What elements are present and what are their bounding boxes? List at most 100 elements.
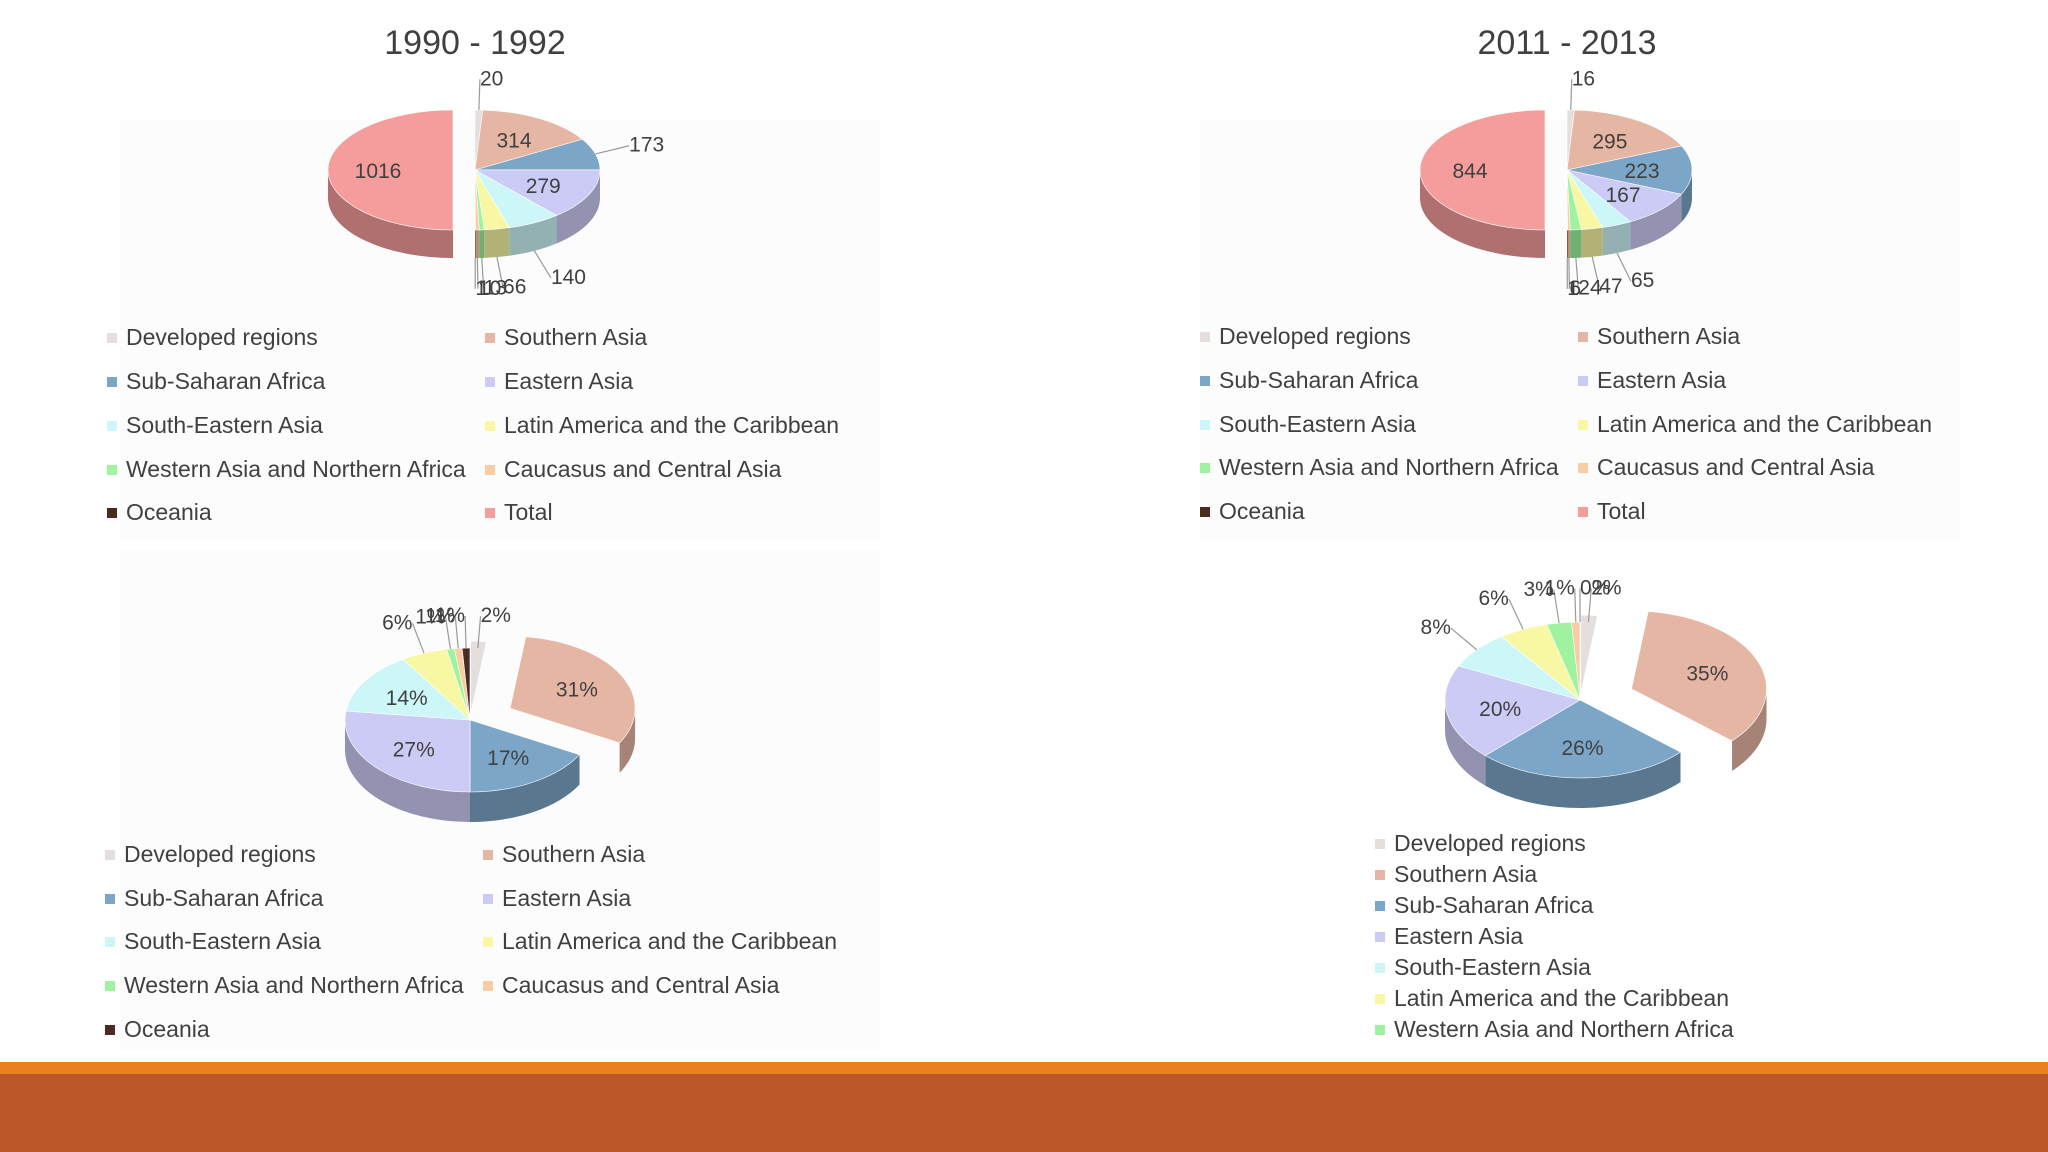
data-label-latin: 6% [1478, 587, 1508, 610]
legend-label: Total [504, 499, 553, 525]
pie-slice-subsaharan [469, 719, 581, 793]
data-label-oceania: 1 [1567, 277, 1579, 300]
legend-item-southern: Southern Asia [483, 841, 645, 868]
legend-swatch [1578, 331, 1588, 342]
legend-swatch [1375, 993, 1385, 1004]
legend-label: Western Asia and Northern Africa [126, 456, 466, 482]
legend-swatch [1375, 1024, 1385, 1035]
data-label-total: 844 [1452, 160, 1487, 183]
legend-swatch [483, 980, 493, 991]
pie-slice-side-total [328, 170, 453, 258]
pie-chart-2011-percent: 2% 35% 26% 20% 8% 6% 3%1% 0% [1421, 577, 1767, 808]
data-label-western: 1% [415, 605, 445, 628]
legend-item-subsaharan: Sub-Saharan Africa [1200, 367, 1418, 394]
legend-label: Latin America and the Caribbean [1394, 985, 1729, 1011]
leader-line [1450, 627, 1478, 651]
legend-label: Latin America and the Caribbean [502, 928, 837, 954]
legend-swatch [107, 507, 117, 518]
legend-item-eastern: Eastern Asia [1578, 367, 1726, 394]
data-label-subsaharan: 223 [1624, 160, 1659, 183]
legend-label: Eastern Asia [502, 885, 632, 911]
pie-slice-oceania [461, 647, 471, 721]
legend-label: South-Eastern Asia [124, 928, 321, 954]
legend-label: South-Eastern Asia [1219, 411, 1416, 437]
data-label-caucasus: 1% [425, 604, 455, 627]
legend-label: Sub-Saharan Africa [124, 885, 324, 911]
legend-swatch [1578, 375, 1588, 386]
legend-item-western: Western Asia and Northern Africa [1375, 1016, 1734, 1043]
legend-swatch [1200, 375, 1210, 386]
data-label-southeastern: 140 [551, 266, 586, 289]
pie-slice-side-latin [484, 227, 510, 258]
pie-slice-side-southern [619, 708, 636, 773]
data-label-southern: 295 [1592, 130, 1627, 153]
data-label-southeastern: 14% [386, 687, 428, 710]
legend-item-developed: Developed regions [1375, 830, 1586, 857]
data-label-latin: 66 [503, 275, 526, 298]
legend-item-developed: Developed regions [105, 841, 316, 868]
legend-item-eastern: Eastern Asia [485, 368, 633, 395]
legend-2011-counts: Developed regions Southern Asia Sub-Saha… [1200, 323, 1980, 533]
leader-line [595, 145, 630, 155]
legend-item-subsaharan: Sub-Saharan Africa [105, 885, 323, 912]
data-label-southern: 31% [556, 679, 598, 702]
legend-swatch [483, 936, 493, 947]
leader-line [478, 79, 481, 111]
leader-line [454, 616, 459, 649]
data-label-oceania: 0% [1580, 577, 1610, 600]
legend-item-western: Western Asia and Northern Africa [105, 972, 464, 999]
data-label-caucasus: 1% [1544, 577, 1574, 600]
data-label-caucasus: 10 [478, 277, 501, 300]
pie-slice-side-southeastern [509, 215, 557, 256]
data-label-developed: 2% [1591, 577, 1621, 600]
legend-swatch [105, 849, 115, 860]
data-label-oceania: 1 [475, 277, 487, 300]
pie-slice-side-latin [1581, 227, 1603, 258]
leader-line [444, 617, 452, 649]
pie-slice-side-subsaharan [470, 754, 580, 822]
data-label-eastern: 20% [1479, 698, 1521, 721]
legend-item-subsaharan: Sub-Saharan Africa [107, 368, 325, 395]
legend-label: South-Eastern Asia [126, 412, 323, 438]
legend-label: Western Asia and Northern Africa [1394, 1016, 1734, 1042]
legend-swatch [1375, 900, 1385, 911]
legend-label: Total [1597, 498, 1646, 524]
legend-label: Developed regions [1219, 323, 1411, 349]
data-label-eastern: 27% [393, 739, 435, 762]
legend-label: Caucasus and Central Asia [1597, 454, 1875, 480]
legend-label: South-Eastern Asia [1394, 954, 1591, 980]
pie-slice-southern [1631, 611, 1767, 742]
legend-swatch [483, 893, 493, 904]
legend-label: Sub-Saharan Africa [126, 368, 326, 394]
leader-line [1568, 257, 1570, 289]
pie-slice-side-western [1570, 229, 1582, 258]
data-label-subsaharan: 17% [487, 747, 529, 770]
leader-line [533, 250, 552, 279]
legend-swatch [485, 332, 495, 343]
legend-swatch [1578, 506, 1588, 517]
chart-title-2011: 2011 - 2013 [1477, 24, 1657, 62]
legend-item-subsaharan: Sub-Saharan Africa [1375, 892, 1593, 919]
leader-line [477, 616, 482, 649]
legend-swatch [1375, 962, 1385, 973]
data-label-western: 13 [484, 277, 507, 300]
data-label-developed: 20 [480, 67, 503, 90]
leader-line [1574, 588, 1577, 623]
data-label-oceania: 1% [435, 604, 465, 627]
pie-slice-side-eastern [1630, 194, 1682, 250]
legend-swatch [107, 464, 117, 475]
leader-line [1587, 588, 1592, 623]
pie-slice-subsaharan [1484, 699, 1682, 779]
legend-swatch [1375, 838, 1385, 849]
legend-item-eastern: Eastern Asia [483, 885, 631, 912]
pie-slice-side-eastern [1445, 700, 1486, 786]
legend-swatch [485, 507, 495, 518]
legend-label: Southern Asia [1394, 861, 1538, 887]
pie-slice-side-caucasus [1567, 229, 1571, 258]
legend-label: Caucasus and Central Asia [502, 972, 780, 998]
legend-item-latin: Latin America and the Caribbean [483, 928, 837, 955]
legend-swatch [1200, 331, 1210, 342]
pie-slice-subsaharan [1566, 145, 1693, 195]
legend-item-developed: Developed regions [1200, 323, 1411, 350]
legend-swatch [1578, 462, 1588, 473]
